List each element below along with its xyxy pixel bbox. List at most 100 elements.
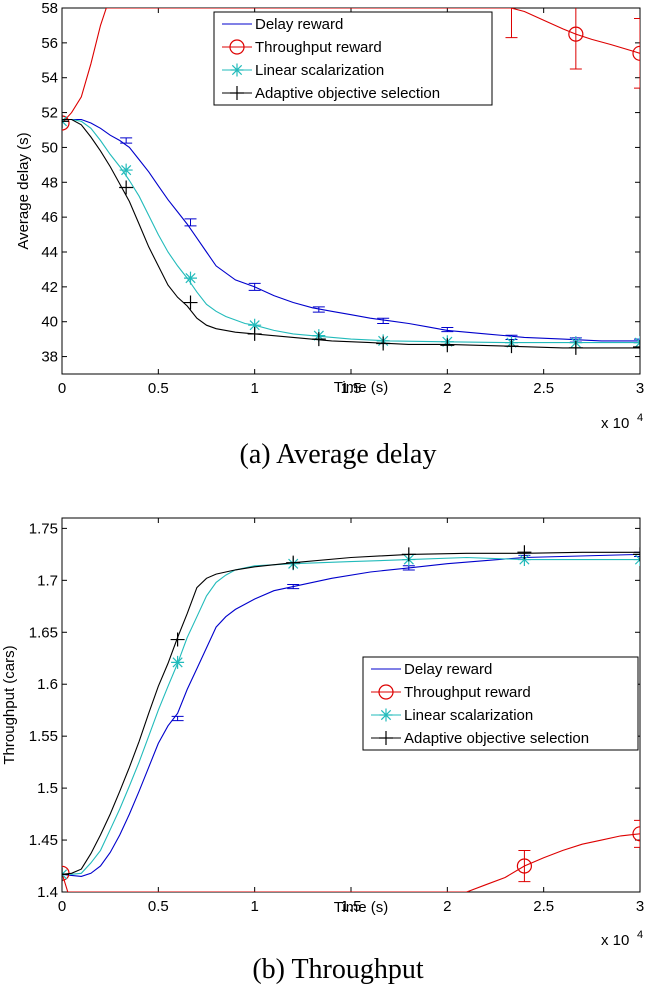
legend-label: Adaptive objective selection <box>255 85 440 102</box>
data-marker-adaptive-objective-selection <box>183 295 198 310</box>
error-bar-throughput-reward <box>634 819 640 848</box>
series-line-linear-scalarization <box>62 556 640 875</box>
legend-entry-linear-scalarization: Linear scalarization <box>222 62 384 79</box>
y-tick-label: 56 <box>41 35 58 52</box>
y-tick-label: 52 <box>41 105 58 122</box>
data-marker-linear-scalarization <box>517 553 531 567</box>
data-marker-adaptive-objective-selection <box>311 332 326 347</box>
y-axis-label: Average delay (s) <box>15 132 32 249</box>
data-marker-linear-scalarization <box>119 163 133 177</box>
x-tick-label: 2 <box>443 380 451 397</box>
y-tick-label: 1.7 <box>37 572 58 589</box>
series-line-throughput-reward <box>62 833 640 892</box>
plot-area <box>62 8 640 355</box>
x-tick-label: 0 <box>58 898 66 915</box>
x-axis-label: Time (s) <box>334 379 388 396</box>
y-tick-label: 50 <box>41 139 58 156</box>
y-tick-label: 46 <box>41 209 58 226</box>
data-marker-throughput-reward <box>632 45 640 61</box>
legend-label: Throughput reward <box>255 39 382 56</box>
series-line-linear-scalarization <box>62 118 640 344</box>
y-tick-label: 1.6 <box>37 676 58 693</box>
data-marker-adaptive-objective-selection <box>62 114 69 129</box>
y-tick-label: 48 <box>41 174 58 191</box>
series-linear-scalarization <box>62 114 640 350</box>
error-bar-delay-reward <box>441 326 454 333</box>
data-marker-linear-scalarization <box>171 655 185 669</box>
error-bar-throughput-reward <box>518 849 531 883</box>
legend-marker <box>379 708 393 722</box>
data-marker-adaptive-objective-selection <box>633 339 640 354</box>
legend-entry-linear-scalarization: Linear scalarization <box>371 707 533 724</box>
series-throughput-reward <box>62 819 640 892</box>
x-tick-label: 1.5 <box>341 380 362 397</box>
x-tick-label: 1 <box>250 898 258 915</box>
legend-entry-throughput-reward: Throughput reward <box>371 684 531 701</box>
legend: Delay reward Throughput reward Linear scal… <box>362 656 639 751</box>
series-line-delay-reward <box>62 553 640 877</box>
figure-caption: (b) Throughput <box>252 954 424 985</box>
data-marker-adaptive-objective-selection <box>119 180 134 195</box>
error-bar-delay-reward <box>171 715 184 722</box>
y-tick-label: 1.45 <box>29 832 58 849</box>
data-marker-throughput-reward <box>516 858 533 874</box>
x-tick-label: 3 <box>636 898 644 915</box>
figure-caption: (a) Average delay <box>240 439 437 470</box>
error-bar-delay-reward <box>120 137 133 144</box>
legend-entry-throughput-reward: Throughput reward <box>222 39 382 56</box>
y-axis-label: Throughput (cars) <box>1 645 18 764</box>
data-marker-throughput-reward <box>62 115 70 131</box>
data-marker-adaptive-objective-selection <box>170 632 185 647</box>
y-tick-label: 1.65 <box>29 624 58 641</box>
x-axis-multiplier-exponent: 4 <box>637 412 643 424</box>
x-tick-label: 2.5 <box>533 898 554 915</box>
legend-box <box>213 11 493 106</box>
legend-marker <box>229 39 245 55</box>
chart-throughput: 0 0.5 1 1.5 2 2.5 3 1.4 1.45 1.5 1.55 1.6 1.65 1.7 1.7… <box>1 517 644 985</box>
x-tick-label: 1.5 <box>341 898 362 915</box>
data-marker-adaptive-objective-selection <box>440 338 455 353</box>
legend-label: Delay reward <box>404 661 492 678</box>
x-axis-multiplier: x 10 <box>601 415 629 432</box>
y-tick-label: 1.4 <box>37 884 58 901</box>
x-axis-label: Time (s) <box>334 899 388 916</box>
error-bar-delay-reward <box>184 218 197 227</box>
chart-average-delay: 0 0.5 1 1.5 2 2.5 3 38 40 42 44 46 48 50 52 54 56 58 Time … <box>15 0 644 470</box>
series-line-throughput-reward <box>62 8 640 124</box>
error-bar-delay-reward <box>287 583 300 590</box>
series-line-adaptive-objective-selection <box>62 118 640 349</box>
legend-entry-adaptive-objective-selection: Adaptive objective selection <box>222 85 440 102</box>
y-tick-label: 1.55 <box>29 728 58 745</box>
legend-label: Throughput reward <box>404 684 531 701</box>
series-line-delay-reward <box>62 118 640 342</box>
legend: Delay reward Throughput reward Linear scal… <box>213 11 493 106</box>
error-bar-delay-reward <box>248 282 261 291</box>
data-marker-linear-scalarization <box>248 318 262 332</box>
x-axis-multiplier-exponent: 4 <box>637 929 643 941</box>
legend-label: Linear scalarization <box>255 62 384 79</box>
error-bar-throughput-reward <box>569 8 582 70</box>
legend-label: Linear scalarization <box>404 707 533 724</box>
data-marker-adaptive-objective-selection <box>504 339 519 354</box>
x-tick-label: 0 <box>58 380 66 397</box>
series-delay-reward <box>62 118 640 344</box>
legend-label: Adaptive objective selection <box>404 730 589 747</box>
legend-box <box>362 656 639 751</box>
y-tick-label: 44 <box>41 244 58 261</box>
data-marker-adaptive-objective-selection <box>62 867 69 882</box>
error-bar-delay-reward <box>312 306 325 313</box>
legend-entry-delay-reward: Delay reward <box>371 661 492 678</box>
error-bar-throughput-reward <box>634 17 640 89</box>
x-tick-label: 1 <box>250 380 258 397</box>
data-marker-adaptive-objective-selection <box>633 547 640 562</box>
y-tick-label: 1.75 <box>29 520 58 537</box>
series-adaptive-objective-selection <box>62 545 640 882</box>
data-marker-throughput-reward <box>568 26 584 42</box>
y-tick-label: 40 <box>41 314 58 331</box>
x-tick-label: 2 <box>443 898 451 915</box>
legend-marker <box>230 63 244 77</box>
y-tick-label: 38 <box>41 349 58 366</box>
series-line-adaptive-objective-selection <box>62 551 640 875</box>
legend-label: Delay reward <box>255 16 343 33</box>
